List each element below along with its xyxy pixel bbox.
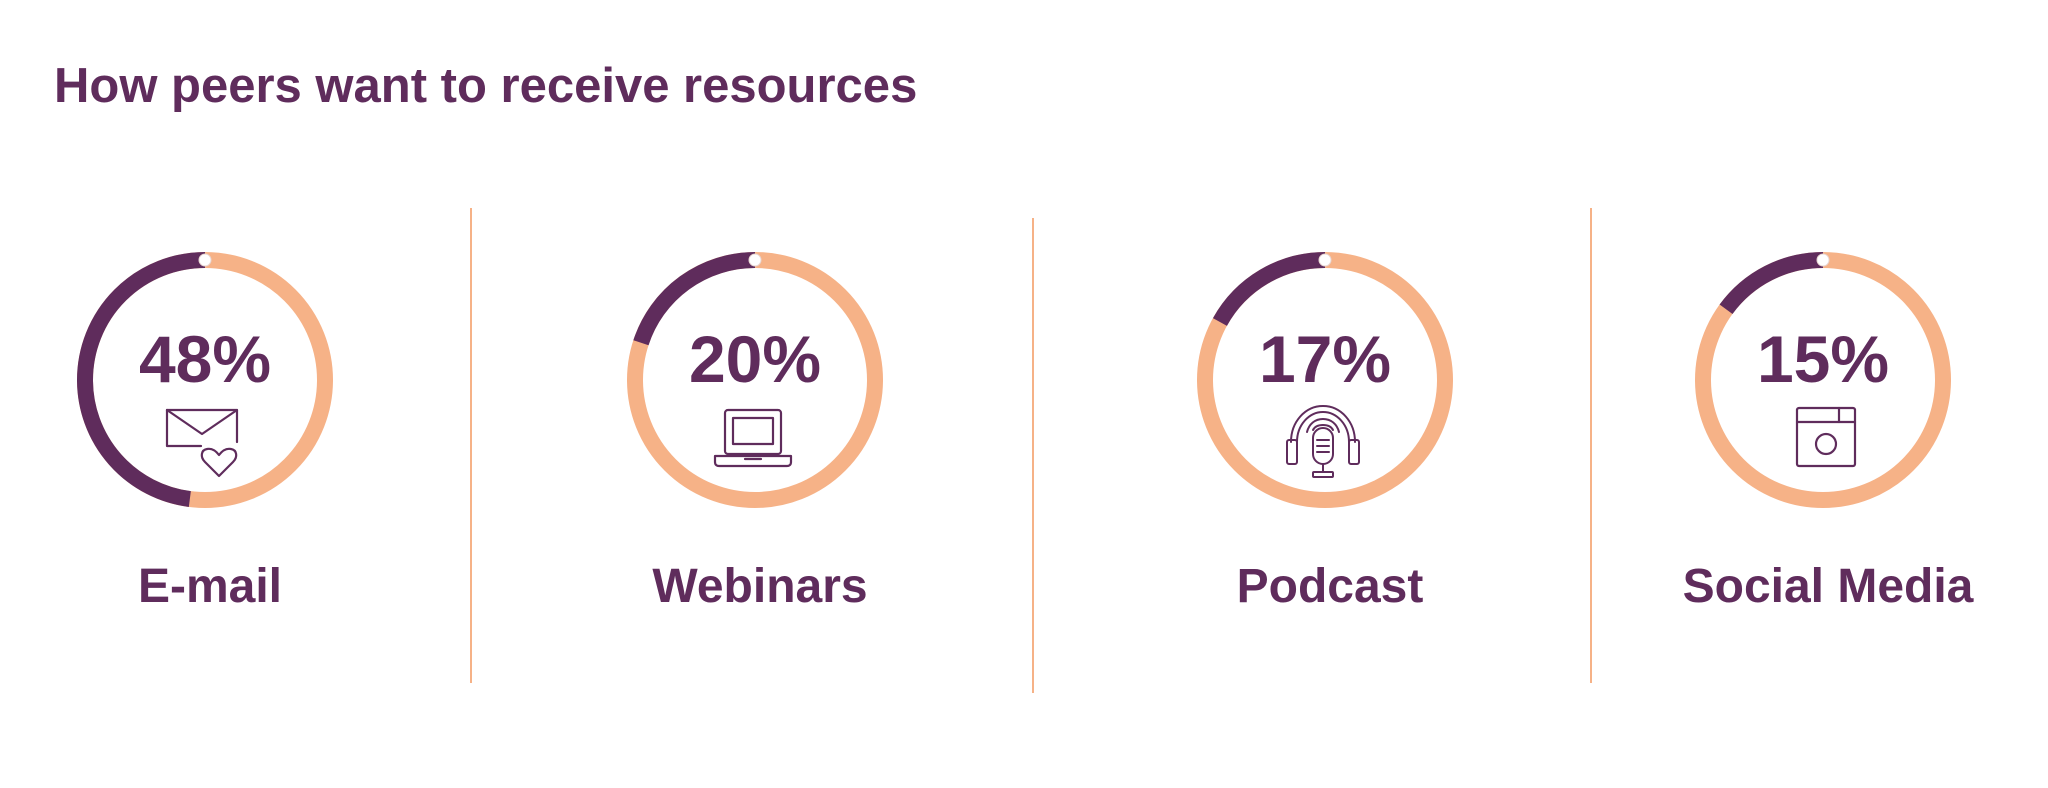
stat-card-email: 48% E-mail bbox=[75, 0, 375, 788]
percent-value-social-media: 15% bbox=[1756, 322, 1890, 396]
donut-chart-social-media bbox=[1693, 250, 1953, 510]
podcast-microphone-icon bbox=[1283, 402, 1363, 482]
donut-svg-webinars bbox=[627, 252, 883, 508]
donut-start-marker-podcast bbox=[1318, 253, 1332, 267]
donut-start-marker-social-media bbox=[1816, 253, 1830, 267]
percent-value-email: 48% bbox=[138, 322, 272, 396]
stat-card-social-media: 15% Social Media bbox=[1683, 0, 1993, 788]
category-label-email: E-mail bbox=[137, 560, 283, 613]
donut-chart-podcast bbox=[1195, 250, 1455, 510]
donut-chart-webinars bbox=[625, 250, 885, 510]
stat-card-podcast: 17% Podcast bbox=[1195, 0, 1495, 788]
percent-value-webinars: 20% bbox=[688, 322, 822, 396]
donut-start-marker-email bbox=[198, 253, 212, 267]
laptop-icon bbox=[713, 404, 793, 484]
donut-svg-social-media bbox=[1695, 252, 1951, 508]
email-heart-icon bbox=[163, 404, 243, 484]
divider-3 bbox=[1590, 208, 1592, 683]
category-label-social-media: Social Media bbox=[1682, 560, 1974, 613]
stat-card-webinars: 20% Webinars bbox=[625, 0, 925, 788]
divider-2 bbox=[1032, 218, 1034, 693]
donut-start-marker-webinars bbox=[748, 253, 762, 267]
social-media-window-icon bbox=[1793, 404, 1873, 484]
category-label-webinars: Webinars bbox=[652, 560, 868, 613]
category-label-podcast: Podcast bbox=[1236, 560, 1424, 613]
donut-svg-email bbox=[77, 252, 333, 508]
divider-1 bbox=[470, 208, 472, 683]
donut-svg-podcast bbox=[1197, 252, 1453, 508]
page-title: How peers want to receive resources bbox=[54, 59, 918, 113]
donut-chart-email bbox=[75, 250, 335, 510]
percent-value-podcast: 17% bbox=[1258, 322, 1392, 396]
